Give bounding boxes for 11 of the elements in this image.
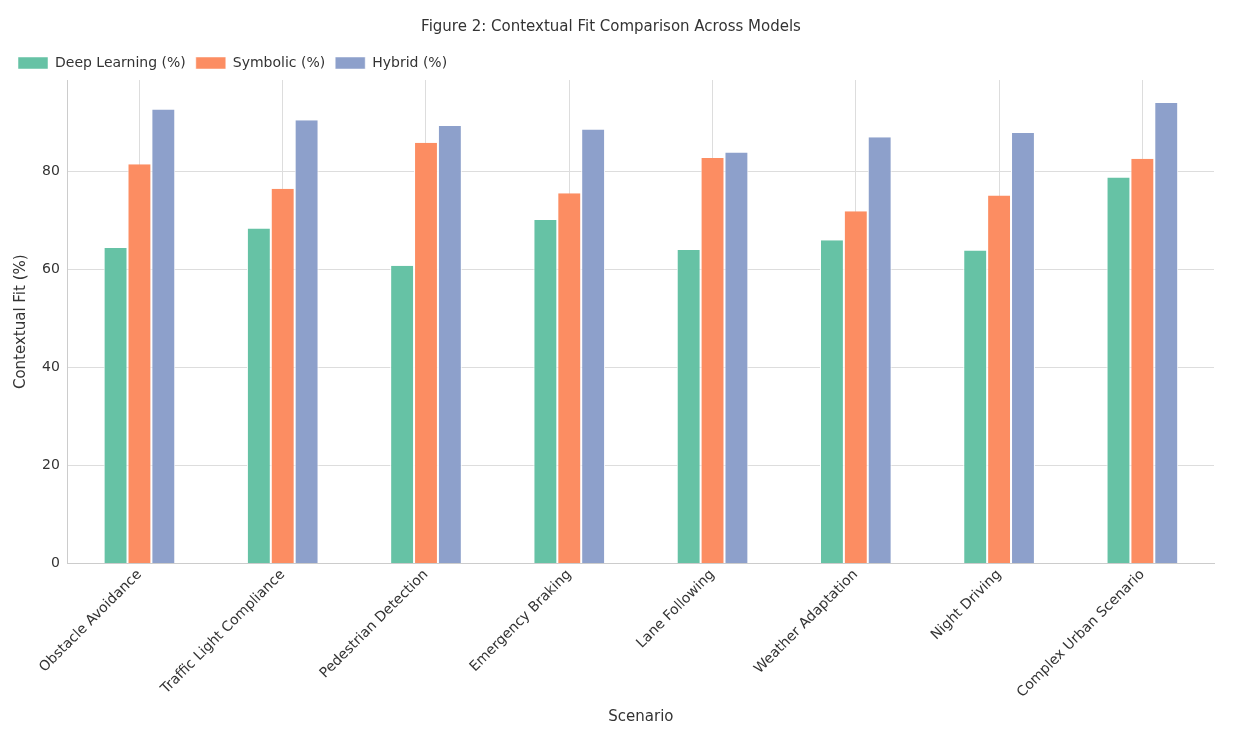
legend-label: Symbolic (%): [232, 53, 326, 70]
y-tick-label: 60: [41, 260, 60, 277]
y-tick-label: 20: [41, 456, 60, 473]
x-axis-title: Scenario: [608, 706, 674, 725]
chart-title: Figure 2: Contextual Fit Comparison Across Models: [421, 16, 802, 35]
legend-label: Deep Learning (%): [55, 53, 186, 70]
y-tick-label: 40: [41, 358, 60, 375]
legend-label: Hybrid (%): [372, 53, 448, 70]
y-axis-title: Contextual Fit (%): [10, 254, 29, 390]
y-tick-label: 80: [41, 162, 60, 179]
y-tick-label: 0: [50, 554, 60, 571]
